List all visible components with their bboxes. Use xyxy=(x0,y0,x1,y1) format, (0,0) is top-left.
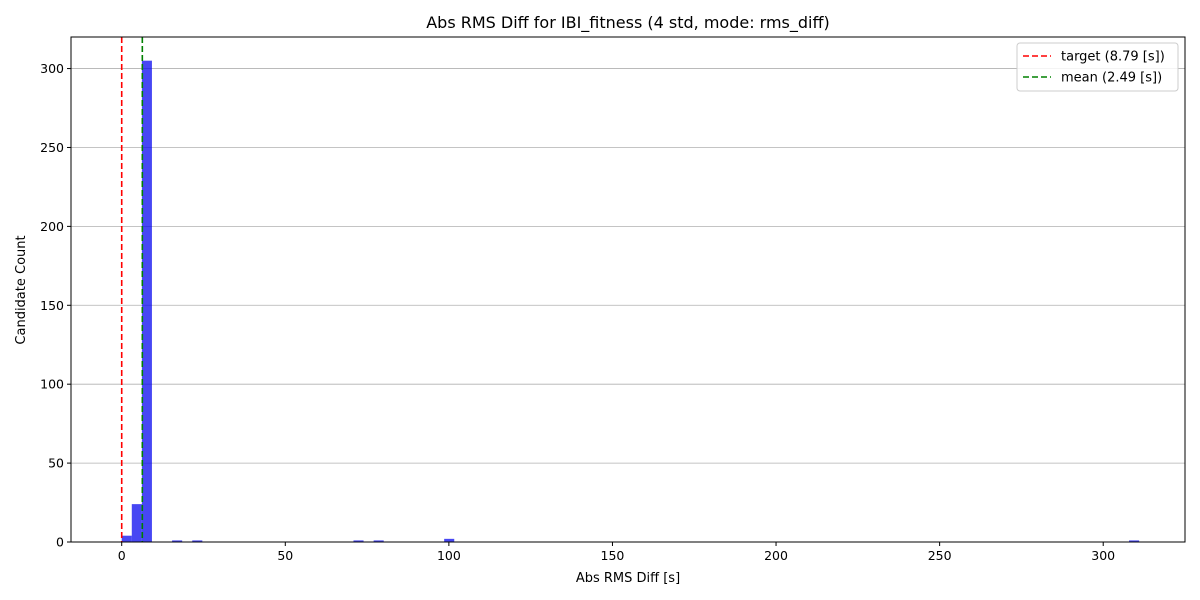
histogram-bar xyxy=(172,540,183,542)
x-tick-label: 0 xyxy=(118,548,126,563)
y-tick-label: 300 xyxy=(40,61,64,76)
histogram-bar xyxy=(131,504,142,542)
histogram-bar xyxy=(141,60,152,542)
x-tick-label: 50 xyxy=(277,548,293,563)
y-tick-label: 100 xyxy=(40,377,64,392)
histogram-bar xyxy=(192,540,203,542)
x-tick-label: 250 xyxy=(928,548,952,563)
y-tick-label: 150 xyxy=(40,298,64,313)
y-axis-label: Candidate Count xyxy=(14,235,29,344)
plot-frame xyxy=(70,36,1186,543)
legend-box xyxy=(1016,42,1179,92)
y-tick-label: 250 xyxy=(40,140,64,155)
legend: target (8.79 [s]) mean (2.49 [s]) xyxy=(1016,42,1179,92)
histogram-bar xyxy=(353,540,364,542)
legend-label: mean (2.49 [s]) xyxy=(1061,71,1162,86)
histogram-bars xyxy=(121,60,1140,542)
y-tick-label: 50 xyxy=(48,456,64,471)
x-axis-ticks: 0 50 100 150 200 250 300 xyxy=(118,542,1115,563)
y-tick-label: 200 xyxy=(40,219,64,234)
x-tick-label: 200 xyxy=(764,548,788,563)
x-tick-label: 150 xyxy=(601,548,625,563)
gridlines xyxy=(71,68,1185,464)
x-axis-label: Abs RMS Diff [s] xyxy=(576,571,680,586)
histogram-bar xyxy=(444,538,455,542)
chart-title: Abs RMS Diff for IBI_fitness (4 std, mod… xyxy=(426,13,830,33)
y-tick-label: 0 xyxy=(56,535,64,550)
histogram-bar xyxy=(121,535,132,542)
x-tick-label: 100 xyxy=(437,548,461,563)
reference-lines xyxy=(120,37,144,542)
x-tick-label: 300 xyxy=(1091,548,1115,563)
y-axis-ticks: 0 50 100 150 200 250 300 xyxy=(40,61,71,550)
histogram-bar xyxy=(373,540,384,542)
legend-label: target (8.79 [s]) xyxy=(1061,50,1165,65)
histogram-bar xyxy=(1129,540,1140,542)
